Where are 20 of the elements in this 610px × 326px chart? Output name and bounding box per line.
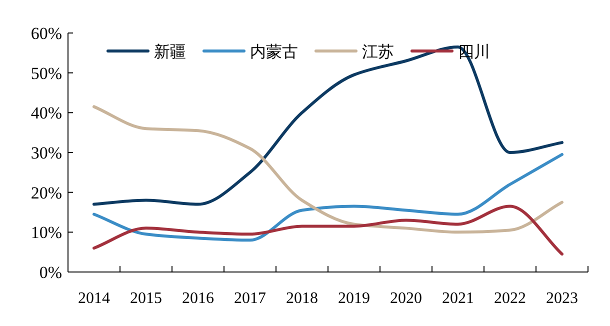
x-tick-label: 2014	[78, 290, 110, 307]
x-tick-label: 2015	[130, 290, 162, 307]
x-tick-label: 2017	[234, 290, 266, 307]
x-tick-label: 2020	[390, 290, 422, 307]
y-tick-label: 20%	[30, 183, 62, 202]
x-tick-label: 2018	[286, 290, 318, 307]
y-tick-label: 40%	[30, 104, 62, 123]
y-tick-label: 60%	[30, 24, 62, 43]
y-tick-label: 10%	[30, 223, 62, 242]
x-tick-label: 2022	[494, 290, 526, 307]
y-tick-label: 50%	[30, 64, 62, 83]
y-tick-label: 30%	[30, 144, 62, 162]
legend-label: 江苏	[362, 43, 394, 61]
x-tick-label: 2019	[338, 290, 370, 307]
x-tick-label: 2016	[182, 290, 214, 307]
legend-label: 内蒙古	[250, 43, 298, 61]
legend-label: 新疆	[154, 43, 186, 61]
x-tick-label: 2021	[442, 290, 474, 307]
y-tick-label: 0%	[39, 263, 62, 282]
x-tick-label: 2023	[546, 290, 578, 307]
